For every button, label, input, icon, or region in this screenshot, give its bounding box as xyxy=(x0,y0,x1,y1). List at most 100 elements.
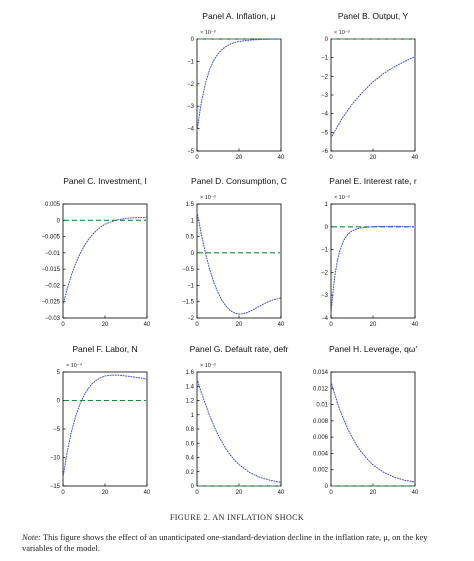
panel-e-xtick-label: 0 xyxy=(329,322,333,328)
panel-g-xtick-label: 20 xyxy=(236,490,243,496)
panel-e-ytick-label: −1 xyxy=(321,248,329,254)
panel-g-ytick-label: 0.6 xyxy=(186,441,195,447)
panel-d-ytick-label: −2 xyxy=(187,316,195,322)
panel-e-ytick-label: −3 xyxy=(321,293,329,299)
panel-f-ytick-label: 0 xyxy=(57,399,61,405)
panel-a-frame xyxy=(196,38,282,152)
panel-a-title: Panel A. Inflation, μ xyxy=(202,11,276,21)
panel-g-ytick-label: 0.2 xyxy=(186,470,195,476)
panel-b-ytick-label: −6 xyxy=(321,149,329,155)
panel-h-xtick-label: 0 xyxy=(329,490,333,496)
panel-e-response-line xyxy=(330,225,416,314)
panel-c-ytick-label: −0.015 xyxy=(41,267,60,273)
panel-f-xtick-label: 40 xyxy=(144,490,151,496)
panel-d-ytick-label: 1.5 xyxy=(186,202,195,208)
panel-b-response-line xyxy=(330,56,416,139)
panel-g-multiplier: × 10⁻³ xyxy=(200,363,216,369)
panel-c-ytick-label: −0.03 xyxy=(45,316,61,322)
panel-a-xtick-label: 40 xyxy=(278,155,285,161)
panel-d-multiplier: × 10⁻³ xyxy=(200,195,216,201)
panel-a-ytick-label: −1 xyxy=(187,59,195,65)
panel-h-ytick-label: 0.012 xyxy=(313,386,329,392)
panel-f-ytick-label: −10 xyxy=(50,456,61,462)
panel-g-ytick-label: 1.2 xyxy=(186,399,195,405)
panel-a-ytick-label: −2 xyxy=(187,82,195,88)
panel-d-ytick-label: −1.5 xyxy=(182,300,195,306)
panel-g-response-line xyxy=(196,378,282,483)
panel-g-frame xyxy=(196,371,282,487)
panel-e-multiplier: × 10⁻³ xyxy=(334,195,350,201)
panel-c-xtick-label: 0 xyxy=(61,322,65,328)
panel-a-ytick-label: −3 xyxy=(187,104,195,110)
panel-f-response-line xyxy=(62,374,148,478)
panel-d-xtick-label: 0 xyxy=(195,322,199,328)
panel-h-ytick-label: 0.006 xyxy=(313,435,329,441)
panel-b-xtick-label: 20 xyxy=(370,155,377,161)
panel-d-xtick-label: 20 xyxy=(236,322,243,328)
panel-b-xtick-label: 0 xyxy=(329,155,333,161)
panel-e-ytick-label: −4 xyxy=(321,316,329,322)
panel-h-ytick-label: 0.014 xyxy=(313,370,329,376)
panel-e-xtick-label: 20 xyxy=(370,322,377,328)
panel-d-ytick-label: 1 xyxy=(191,218,195,224)
panel-h-ytick-label: 0.002 xyxy=(313,468,329,474)
panel-b-ytick-label: −4 xyxy=(321,112,329,118)
panel-a-multiplier: × 10⁻³ xyxy=(200,30,216,36)
figure-note: Note: This figure shows the effect of an… xyxy=(22,532,452,554)
panel-c-xtick-label: 40 xyxy=(144,322,151,328)
panel-e-ytick-label: 0 xyxy=(325,225,329,231)
panel-g-ytick-label: 0.8 xyxy=(186,427,195,433)
panel-f-xtick-label: 0 xyxy=(61,490,65,496)
panel-a-xtick-label: 20 xyxy=(236,155,243,161)
panel-h-ytick-label: 0.008 xyxy=(313,419,329,425)
panel-a-ytick-label: −5 xyxy=(187,149,195,155)
panel-h-ytick-label: 0.004 xyxy=(313,451,329,457)
panel-d-title: Panel D. Consumption, C xyxy=(191,176,287,186)
panel-f-multiplier: × 10⁻⁴ xyxy=(66,362,83,369)
panel-b-ytick-label: −5 xyxy=(321,130,329,136)
panel-c-ytick-label: −0.01 xyxy=(45,251,61,257)
panel-a-response-line xyxy=(196,38,282,132)
figure-caption: FIGURE 2. AN INFLATION SHOCK xyxy=(169,513,305,522)
panel-g-ytick-label: 1.4 xyxy=(186,384,195,390)
panel-g-ytick-label: 1 xyxy=(191,413,195,419)
panel-d-ytick-label: 0.5 xyxy=(186,235,195,241)
panel-h-xtick-label: 40 xyxy=(412,490,419,496)
panel-f-title: Panel F. Labor, N xyxy=(72,344,137,354)
panel-b-xtick-label: 40 xyxy=(412,155,419,161)
panel-f-ytick-label: 5 xyxy=(57,370,61,376)
panel-b-ytick-label: −3 xyxy=(321,93,329,99)
panel-a-xtick-label: 0 xyxy=(195,155,199,161)
panel-d-ytick-label: −0.5 xyxy=(182,267,195,273)
panel-g-ytick-label: 0 xyxy=(191,484,195,490)
panel-a-ytick-label: −4 xyxy=(187,127,195,133)
panel-c-xtick-label: 20 xyxy=(102,322,109,328)
panel-a-ytick-label: 0 xyxy=(191,37,195,43)
panel-c-ytick-label: 0 xyxy=(57,218,61,224)
panel-e-ytick-label: 1 xyxy=(325,202,329,208)
note-text: This figure shows the effect of an unant… xyxy=(22,532,428,553)
panel-e-frame xyxy=(330,203,416,319)
panel-b-ytick-label: 0 xyxy=(325,37,329,43)
panel-d-response-line xyxy=(196,211,282,315)
panel-e-title: Panel E. Interest rate, r xyxy=(329,176,417,186)
panel-d-frame xyxy=(196,203,282,319)
panel-d-ytick-label: −1 xyxy=(187,283,195,289)
panel-c-frame xyxy=(62,203,148,319)
panel-h-ytick-label: 0.01 xyxy=(316,403,328,409)
panel-h-ytick-label: 0 xyxy=(325,484,329,490)
panel-g-ytick-label: 0.4 xyxy=(186,456,195,462)
panel-b-multiplier: × 10⁻³ xyxy=(334,30,350,36)
panel-h-response-line xyxy=(330,381,416,483)
note-label: Note: xyxy=(22,532,41,542)
panel-g-xtick-label: 40 xyxy=(278,490,285,496)
panel-d-ytick-label: 0 xyxy=(191,251,195,257)
panel-c-ytick-label: −0.025 xyxy=(41,300,60,306)
panel-c-ytick-label: −0.02 xyxy=(45,283,61,289)
panel-g-title: Panel G. Default rate, defr xyxy=(190,344,289,354)
panel-g-ytick-label: 1.6 xyxy=(186,370,195,376)
panel-f-xtick-label: 20 xyxy=(102,490,109,496)
panel-c-title: Panel C. Investment, I xyxy=(63,176,147,186)
panel-g-xtick-label: 0 xyxy=(195,490,199,496)
